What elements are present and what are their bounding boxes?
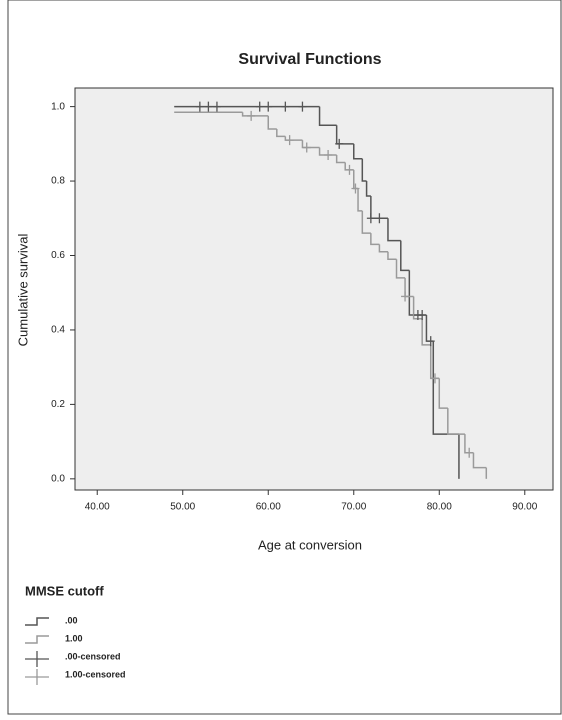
survival-step	[387, 218, 401, 242]
survival-step	[395, 259, 406, 279]
censor-mark	[401, 291, 410, 302]
censor-mark	[264, 101, 273, 112]
survival-step	[387, 251, 397, 260]
y-tick-label: 0.6	[51, 250, 65, 261]
censor-mark	[345, 164, 354, 175]
censor-mark	[366, 213, 375, 224]
survival-step	[378, 244, 388, 253]
censor-mark	[204, 101, 213, 112]
x-tick-label: 50.00	[170, 502, 195, 513]
legend-swatch	[25, 669, 49, 685]
y-tick-label: 0.2	[51, 399, 65, 410]
censor-mark	[302, 142, 311, 153]
legend-label: 1.00	[65, 633, 83, 643]
censor-mark	[351, 183, 360, 194]
survival-step	[361, 210, 371, 234]
x-axis-label: Age at conversion	[258, 537, 362, 552]
x-tick-label: 60.00	[256, 502, 281, 513]
survival-step	[241, 112, 269, 117]
y-tick-label: 1.0	[51, 101, 65, 112]
legend-title: MMSE cutoff	[25, 583, 104, 598]
censor-mark	[255, 101, 264, 112]
censor-mark	[195, 101, 204, 112]
plot-area	[74, 87, 554, 491]
survival-step	[318, 106, 337, 126]
x-tick-label: 40.00	[85, 502, 110, 513]
survival-step	[438, 378, 448, 409]
survival-step	[412, 296, 423, 320]
legend-label: .00-censored	[65, 651, 121, 661]
censor-mark	[285, 135, 294, 146]
censor-mark	[430, 373, 439, 384]
survival-step	[335, 155, 346, 164]
survival-step	[421, 318, 431, 346]
y-tick-label: 0.0	[51, 473, 65, 484]
survival-step	[353, 143, 363, 160]
survival-step	[301, 140, 320, 149]
y-axis-label: Cumulative survival	[15, 234, 30, 347]
frame	[7, 0, 562, 715]
x-tick-label: 90.00	[512, 502, 537, 513]
survival-step	[447, 408, 465, 435]
legend-swatch	[25, 651, 49, 667]
censor-mark	[335, 138, 344, 149]
censor-mark	[247, 110, 256, 121]
survival-step	[357, 188, 363, 212]
censor-mark	[465, 447, 474, 458]
survival-step	[267, 115, 277, 130]
censor-mark	[375, 213, 384, 224]
survival-step	[365, 181, 371, 197]
censor-mark	[298, 101, 307, 112]
survival-step	[361, 158, 367, 182]
survival-step	[276, 128, 286, 138]
legend-label: 1.00-censored	[65, 669, 126, 679]
survival-step	[400, 240, 410, 272]
censor-mark	[418, 310, 427, 321]
x-tick-label: 80.00	[427, 502, 452, 513]
survival-step	[472, 452, 487, 469]
chart-title: Survival Functions	[238, 51, 381, 68]
censor-mark	[426, 336, 435, 347]
y-tick-label: 0.4	[51, 325, 65, 336]
censor-mark	[281, 101, 290, 112]
survival-step	[370, 233, 380, 246]
y-tick-label: 0.8	[51, 176, 65, 187]
legend-label: .00	[65, 615, 78, 625]
censor-mark	[324, 150, 333, 160]
legend-swatch	[25, 617, 49, 626]
x-tick-label: 70.00	[341, 502, 366, 513]
legend-swatch	[25, 635, 49, 644]
censor-mark	[212, 101, 221, 112]
survival-step	[284, 136, 303, 141]
